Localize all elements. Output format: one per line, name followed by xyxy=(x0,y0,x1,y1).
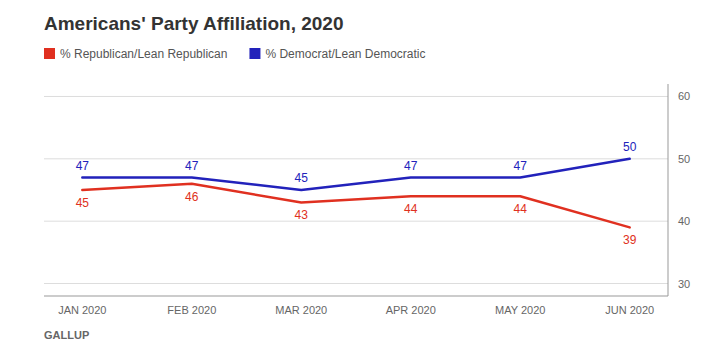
y-tick-label: 30 xyxy=(678,278,690,290)
legend-swatch xyxy=(44,48,55,59)
data-label: 44 xyxy=(514,202,528,216)
data-label: 46 xyxy=(185,190,199,204)
grid-line xyxy=(44,158,668,159)
data-label: 44 xyxy=(404,202,418,216)
x-tick-label: JAN 2020 xyxy=(58,304,106,316)
x-tick-label: MAR 2020 xyxy=(275,304,327,316)
grid-line xyxy=(44,283,668,284)
data-label: 43 xyxy=(295,208,309,222)
x-tick-label: MAY 2020 xyxy=(495,304,545,316)
grid-line xyxy=(44,96,668,97)
y-tick-label: 40 xyxy=(678,215,690,227)
y-tick-label: 50 xyxy=(678,153,690,165)
legend: % Republican/Lean Republican % Democrat/L… xyxy=(44,47,426,61)
legend-label: % Republican/Lean Republican xyxy=(60,47,227,61)
y-tick-label: 60 xyxy=(678,90,690,102)
data-label: 47 xyxy=(514,159,528,173)
x-tick-label: APR 2020 xyxy=(386,304,436,316)
legend-label: % Democrat/Lean Democratic xyxy=(265,47,425,61)
series-line xyxy=(82,184,629,228)
data-label: 39 xyxy=(623,233,637,247)
y-axis-line xyxy=(668,84,669,296)
series-group xyxy=(82,159,629,228)
data-label: 50 xyxy=(623,140,637,154)
annotation: GALLUP xyxy=(44,329,89,341)
data-label: 47 xyxy=(76,159,90,173)
legend-swatch xyxy=(249,48,260,59)
data-label: 47 xyxy=(404,159,418,173)
title: Americans' Party Affiliation, 2020 xyxy=(44,13,343,34)
x-tick-label: FEB 2020 xyxy=(167,304,216,316)
grid-line xyxy=(44,221,668,222)
x-axis-line xyxy=(44,296,668,297)
series-line xyxy=(82,159,629,190)
x-tick-label: JUN 2020 xyxy=(605,304,654,316)
data-label: 47 xyxy=(185,159,199,173)
data-label: 45 xyxy=(295,171,309,185)
data-label: 45 xyxy=(76,196,90,210)
chart: Americans' Party Affiliation, 2020 % Repu… xyxy=(0,0,720,349)
